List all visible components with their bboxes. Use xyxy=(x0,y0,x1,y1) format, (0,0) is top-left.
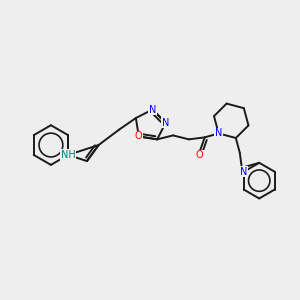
Text: O: O xyxy=(196,150,204,160)
Text: N: N xyxy=(162,118,169,128)
Text: N: N xyxy=(240,167,247,177)
Text: O: O xyxy=(135,131,142,141)
Text: N: N xyxy=(215,128,222,138)
Text: NH: NH xyxy=(61,150,76,160)
Text: N: N xyxy=(149,105,156,115)
